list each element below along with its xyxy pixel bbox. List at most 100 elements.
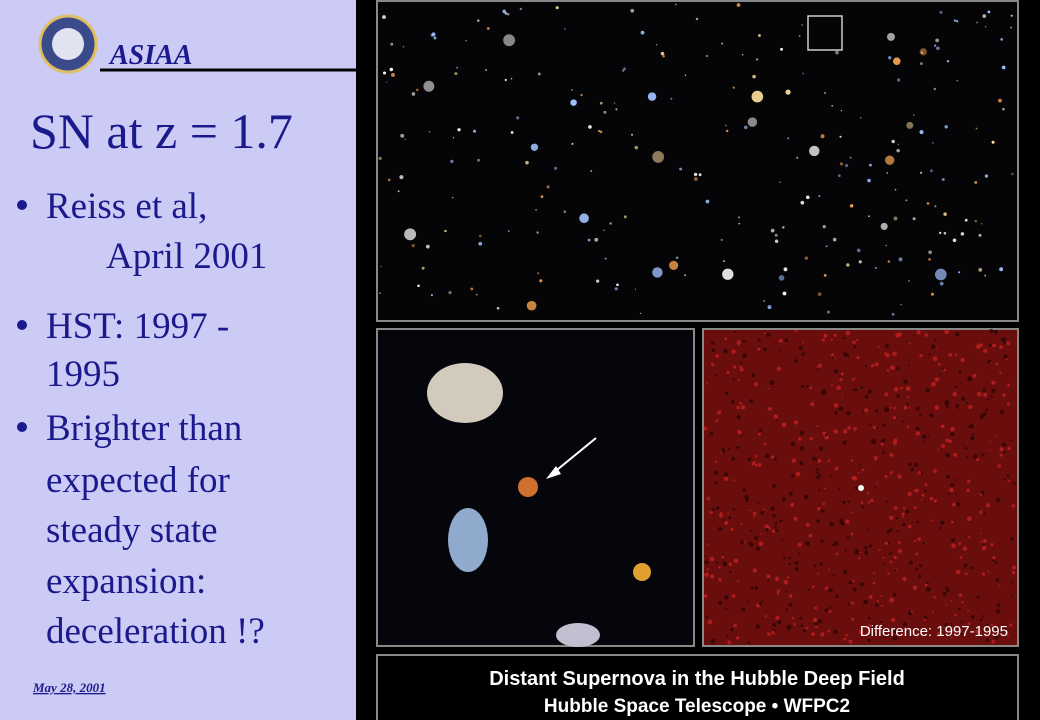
star [783,267,788,272]
star [897,78,901,82]
noise-dot [713,470,719,475]
star [433,36,437,40]
star [510,78,513,80]
noise-dot [943,368,946,372]
bullet-text: deceleration !? [46,611,265,652]
noise-dot [963,563,968,568]
star [825,245,828,248]
noise-dot [971,566,975,570]
noise-dot [874,362,879,367]
noise-dot [823,333,828,338]
star [887,260,891,263]
noise-dot [951,538,955,542]
noise-dot [907,491,912,497]
star [946,60,950,63]
noise-dot [970,435,975,441]
star [580,93,583,97]
noise-dot [714,373,717,377]
noise-dot [795,357,798,360]
star [603,110,607,114]
star [935,38,940,43]
noise-dot [788,491,793,496]
noise-dot [745,498,749,503]
difference-spot [858,485,864,491]
noise-dot [715,561,719,564]
noise-dot [706,568,709,571]
noise-dot [855,339,859,342]
noise-dot [763,508,765,511]
noise-dot [882,423,886,428]
noise-dot [767,387,770,390]
logo-inner [52,28,84,60]
noise-dot [896,367,900,371]
noise-dot [913,462,918,467]
noise-dot [954,385,957,388]
noise-dot [756,546,760,551]
noise-dot [999,345,1004,350]
noise-dot [778,338,783,343]
noise-dot [774,521,778,525]
noise-dot [933,595,936,599]
noise-dot [839,377,843,382]
noise-dot [763,347,768,352]
noise-dot [990,395,993,398]
noise-dot [772,622,776,627]
noise-dot [723,472,729,477]
noise-dot [772,513,776,518]
noise-dot [838,393,842,397]
noise-dot [853,427,857,431]
noise-dot [893,406,896,410]
noise-dot [750,529,753,532]
noise-dot [864,394,869,399]
noise-dot [912,585,918,590]
star [640,30,645,35]
noise-dot [740,405,746,410]
bullet-dot [17,320,27,330]
noise-dot [799,430,804,436]
noise-dot [754,463,758,467]
star [956,20,959,23]
noise-dot [902,523,906,527]
noise-dot [915,552,919,556]
noise-dot [804,494,809,500]
galaxy [448,508,488,572]
star [939,231,942,234]
noise-dot [893,628,898,634]
noise-dot [853,345,857,349]
noise-dot [718,601,723,605]
star [503,34,516,47]
noise-dot [882,563,886,566]
noise-dot [1011,570,1016,575]
noise-dot [856,356,860,360]
noise-dot [822,502,826,506]
star [826,310,831,314]
noise-dot [709,432,714,436]
star [804,256,808,260]
noise-dot [1006,634,1009,637]
star [849,156,852,159]
noise-dot [995,561,998,565]
noise-dot [944,622,949,627]
noise-dot [781,539,784,542]
arrow-head [546,466,561,479]
noise-dot [981,453,985,457]
star [516,116,520,120]
star [809,145,820,157]
noise-dot [805,384,809,388]
noise-dot [937,631,942,637]
noise-dot [705,615,709,618]
noise-dot [760,533,762,536]
star [555,6,559,10]
star [736,3,741,7]
star [897,143,899,145]
noise-dot [916,520,920,524]
star [846,263,850,267]
noise-dot [864,546,868,550]
star [820,134,825,139]
noise-dot [893,506,898,510]
noise-dot [940,520,945,525]
noise-dot [1006,341,1011,346]
noise-dot [958,542,962,546]
noise-dot [939,373,942,376]
noise-dot [960,381,963,384]
